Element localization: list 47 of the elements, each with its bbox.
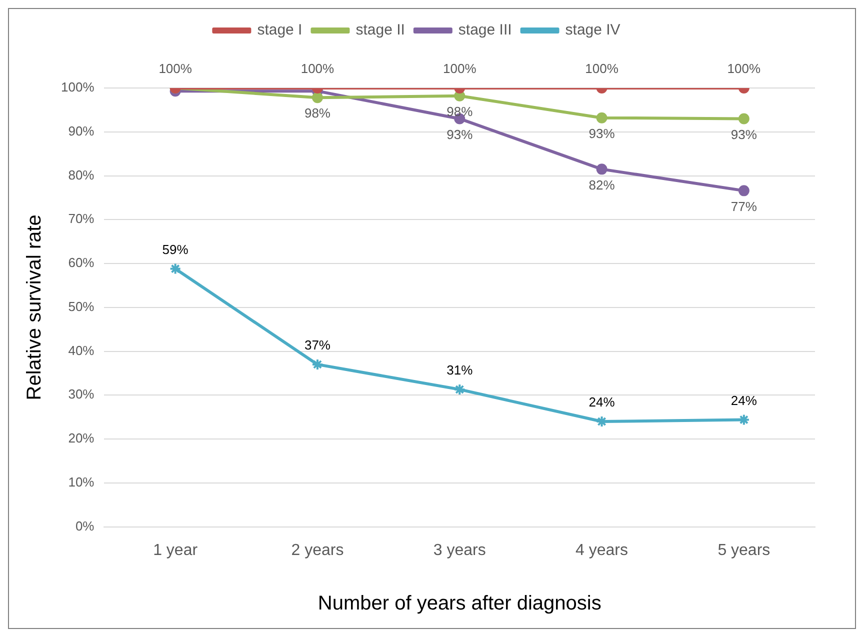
- y-tick-label: 10%: [68, 474, 95, 490]
- point: [454, 383, 466, 396]
- y-tick-label: 20%: [68, 430, 95, 446]
- y-tick-label: 60%: [68, 255, 95, 270]
- data-label: 37%: [304, 338, 331, 353]
- data-label: 77%: [730, 198, 758, 214]
- data-label: 82%: [588, 177, 616, 192]
- y-tick-label: 100%: [61, 80, 95, 95]
- data-label: 100%: [158, 61, 192, 76]
- point: [312, 92, 323, 104]
- y-tick-label: 80%: [68, 167, 95, 182]
- data-label: 100%: [443, 61, 477, 76]
- y-tick-label: 70%: [68, 211, 95, 226]
- legend-label: stage III: [458, 22, 512, 39]
- data-label: 100%: [585, 61, 619, 76]
- y-tick-label: 90%: [68, 123, 95, 138]
- y-tick-label: 0%: [75, 518, 95, 534]
- legend-label: stage IV: [565, 22, 620, 39]
- data-label: 100%: [727, 61, 761, 76]
- data-label: 100%: [300, 61, 335, 76]
- x-tick-label: 4 years: [576, 542, 628, 559]
- point: [738, 113, 750, 124]
- y-tick-label: 30%: [68, 386, 95, 402]
- point: [169, 262, 182, 275]
- y-axis-title: Relative survival rate: [24, 214, 46, 400]
- data-label: 93%: [446, 126, 474, 142]
- data-label: 98%: [446, 104, 474, 119]
- x-tick-label: 1 year: [153, 542, 198, 559]
- y-tick-label: 40%: [68, 342, 95, 358]
- legend-label: stage I: [257, 22, 302, 39]
- data-label: 98%: [304, 106, 331, 121]
- data-label: 31%: [446, 362, 474, 378]
- data-label: 93%: [730, 126, 758, 142]
- point: [311, 358, 324, 370]
- point: [596, 164, 608, 175]
- x-tick-label: 5 years: [718, 542, 770, 559]
- data-label: 59%: [162, 242, 189, 257]
- x-axis-title: Number of years after diagnosis: [318, 592, 602, 615]
- x-tick-label: 2 years: [291, 542, 344, 559]
- data-label: 24%: [730, 392, 758, 408]
- point: [596, 112, 608, 124]
- x-tick-label: 3 years: [433, 542, 486, 559]
- data-label: 24%: [588, 394, 616, 410]
- data-label: 93%: [588, 126, 616, 141]
- legend-label: stage II: [356, 22, 405, 39]
- y-tick-label: 50%: [68, 298, 95, 314]
- point: [738, 185, 750, 196]
